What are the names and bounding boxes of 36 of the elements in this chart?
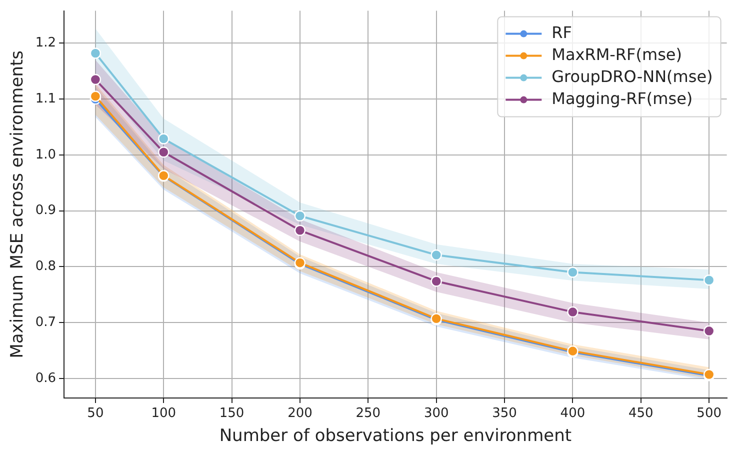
- point: [90, 74, 102, 86]
- x-tick-label: 100: [151, 406, 176, 422]
- point: [158, 133, 170, 144]
- point: [158, 146, 170, 158]
- legend-label: MaxRM-RF(mse): [552, 44, 682, 64]
- point: [90, 48, 102, 59]
- x-tick-label: 500: [696, 406, 722, 422]
- y-tick-label: 1.1: [35, 91, 56, 106]
- point: [294, 210, 306, 222]
- y-axis-title: Maximum MSE across environments: [8, 50, 28, 358]
- x-tick-label: 450: [628, 406, 654, 422]
- y-tick-label: 0.7: [35, 314, 56, 330]
- point: [430, 276, 442, 287]
- y-tick-label: 1.0: [35, 147, 56, 162]
- legend-label: GroupDRO-NN(mse): [552, 66, 713, 86]
- y-tick-label: 1.2: [35, 36, 56, 51]
- point: [703, 325, 715, 337]
- x-axis-title: Number of observations per environment: [219, 426, 572, 446]
- y-tick-label: 0.8: [35, 259, 56, 274]
- x-tick-label: 200: [288, 406, 312, 422]
- legend-label: Magging-RF(mse): [552, 88, 693, 108]
- point: [430, 249, 442, 261]
- point: [294, 224, 306, 236]
- point: [567, 306, 578, 318]
- point: [90, 90, 102, 102]
- legend-label: RF: [552, 22, 572, 42]
- x-tick-label: 400: [560, 406, 586, 422]
- x-tick-label: 150: [219, 406, 244, 422]
- point: [703, 274, 715, 286]
- x-tick-label: 300: [424, 406, 449, 422]
- y-tick-label: 0.6: [35, 370, 56, 386]
- x-tick-label: 50: [87, 406, 104, 422]
- point: [567, 266, 578, 278]
- x-tick-label: 350: [492, 406, 517, 422]
- x-tick-label: 250: [356, 406, 381, 422]
- y-tick-label: 0.9: [35, 203, 56, 218]
